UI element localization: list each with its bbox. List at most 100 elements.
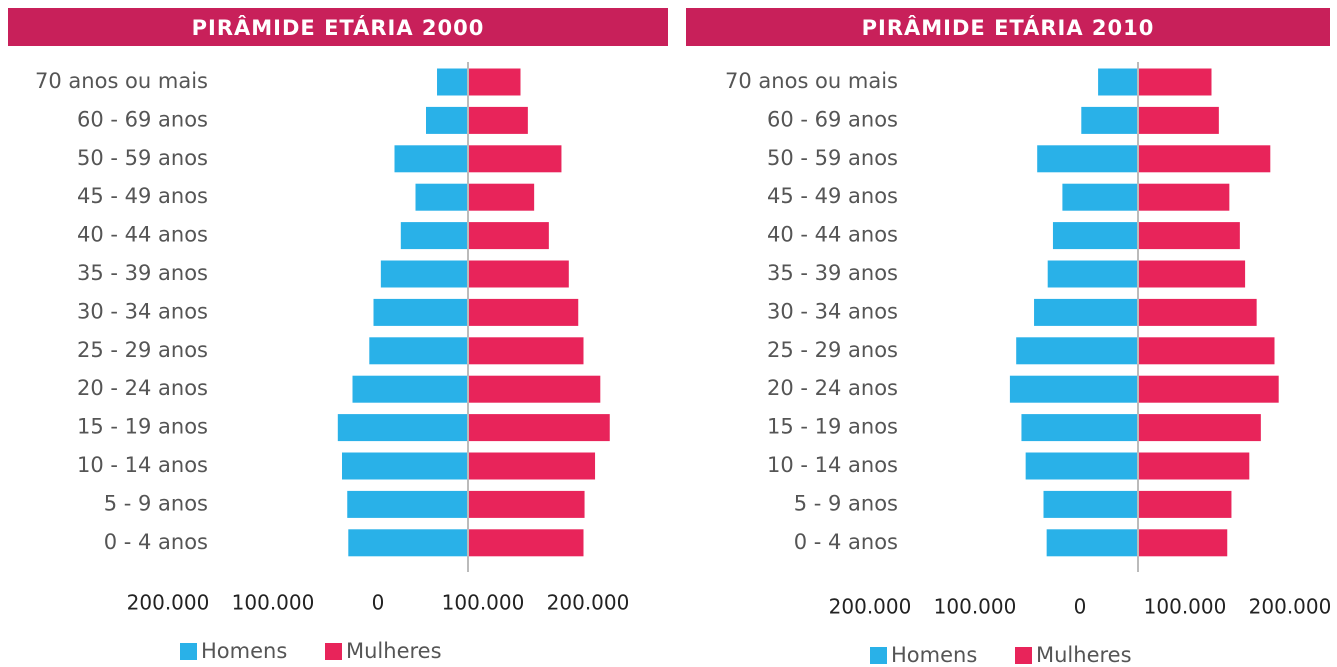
- x-tick-label: 200.000: [547, 591, 630, 615]
- chart-title: PIRÂMIDE ETÁRIA 2000: [192, 15, 485, 40]
- category-label: 45 - 49 anos: [77, 184, 208, 208]
- x-tick-label: 100.000: [1144, 595, 1227, 619]
- category-label: 70 anos ou mais: [725, 69, 898, 93]
- legend-label: Homens: [891, 643, 977, 667]
- legend-swatch: [180, 643, 197, 660]
- bar: [348, 529, 468, 557]
- bar: [342, 452, 468, 480]
- bar: [1034, 298, 1138, 326]
- chart-title: PIRÂMIDE ETÁRIA 2010: [862, 15, 1155, 40]
- legend-label: Homens: [201, 639, 287, 663]
- bar: [1047, 260, 1138, 288]
- bar: [468, 260, 569, 288]
- bar: [1062, 183, 1138, 211]
- bar: [468, 452, 596, 480]
- x-tick-label: 200.000: [127, 591, 210, 615]
- bar: [347, 490, 468, 518]
- category-label: 70 anos ou mais: [35, 69, 208, 93]
- category-label: 30 - 34 anos: [77, 299, 208, 323]
- category-label: 15 - 19 anos: [767, 415, 898, 439]
- bar: [1138, 106, 1219, 134]
- bar: [1009, 375, 1138, 403]
- bar: [1081, 106, 1138, 134]
- bar: [1046, 529, 1138, 557]
- category-label: 60 - 69 anos: [77, 107, 208, 131]
- bar: [437, 68, 468, 96]
- x-tick-label: 200.000: [829, 595, 912, 619]
- category-label: 15 - 19 anos: [77, 415, 208, 439]
- bar: [1025, 452, 1138, 480]
- x-tick-label: 0: [1074, 595, 1087, 619]
- bar: [468, 490, 585, 518]
- bar: [394, 145, 468, 173]
- bar: [1138, 145, 1271, 173]
- bar: [1037, 145, 1138, 173]
- bar: [468, 414, 610, 442]
- bar: [1138, 529, 1228, 557]
- bar: [1138, 222, 1240, 250]
- bar: [1098, 68, 1138, 96]
- category-label: 50 - 59 anos: [767, 146, 898, 170]
- bar: [1138, 414, 1261, 442]
- bar: [352, 375, 468, 403]
- bar: [1138, 375, 1279, 403]
- x-tick-label: 0: [372, 591, 385, 615]
- bar: [1138, 490, 1232, 518]
- legend-label: Mulheres: [346, 639, 442, 663]
- category-label: 10 - 14 anos: [77, 453, 208, 477]
- bar: [1138, 68, 1212, 96]
- bar: [468, 68, 521, 96]
- bar: [468, 529, 584, 557]
- bar: [1043, 490, 1138, 518]
- category-label: 0 - 4 anos: [794, 530, 898, 554]
- legend-swatch: [870, 647, 887, 664]
- bar: [1138, 260, 1246, 288]
- bar: [468, 375, 601, 403]
- bar: [400, 222, 468, 250]
- bar: [468, 298, 579, 326]
- category-label: 30 - 34 anos: [767, 299, 898, 323]
- bar: [1138, 298, 1257, 326]
- category-label: 35 - 39 anos: [767, 261, 898, 285]
- category-label: 50 - 59 anos: [77, 146, 208, 170]
- category-label: 40 - 44 anos: [767, 223, 898, 247]
- category-label: 45 - 49 anos: [767, 184, 898, 208]
- category-label: 25 - 29 anos: [77, 338, 208, 362]
- legend-swatch: [325, 643, 342, 660]
- x-tick-label: 100.000: [232, 591, 315, 615]
- bar: [468, 337, 584, 365]
- bar: [468, 145, 562, 173]
- bar: [369, 337, 468, 365]
- bar: [1138, 183, 1230, 211]
- bar: [426, 106, 468, 134]
- bar: [468, 106, 528, 134]
- bar: [373, 298, 468, 326]
- bar: [1138, 452, 1250, 480]
- x-tick-label: 100.000: [442, 591, 525, 615]
- category-label: 5 - 9 anos: [794, 491, 898, 515]
- category-label: 10 - 14 anos: [767, 453, 898, 477]
- category-label: 20 - 24 anos: [767, 376, 898, 400]
- category-label: 35 - 39 anos: [77, 261, 208, 285]
- bar: [1052, 222, 1138, 250]
- category-label: 0 - 4 anos: [104, 530, 208, 554]
- category-label: 25 - 29 anos: [767, 338, 898, 362]
- category-label: 20 - 24 anos: [77, 376, 208, 400]
- legend-swatch: [1015, 647, 1032, 664]
- x-tick-label: 100.000: [934, 595, 1017, 619]
- legend-label: Mulheres: [1036, 643, 1132, 667]
- bar: [468, 183, 535, 211]
- bar: [1138, 337, 1275, 365]
- title-bar: [686, 8, 1330, 46]
- category-label: 40 - 44 anos: [77, 223, 208, 247]
- bar: [1016, 337, 1138, 365]
- x-tick-label: 200.000: [1249, 595, 1332, 619]
- category-label: 5 - 9 anos: [104, 491, 208, 515]
- bar: [415, 183, 468, 211]
- bar: [468, 222, 549, 250]
- bar: [337, 414, 468, 442]
- bar: [1021, 414, 1138, 442]
- title-bar: [8, 8, 668, 46]
- bar: [380, 260, 468, 288]
